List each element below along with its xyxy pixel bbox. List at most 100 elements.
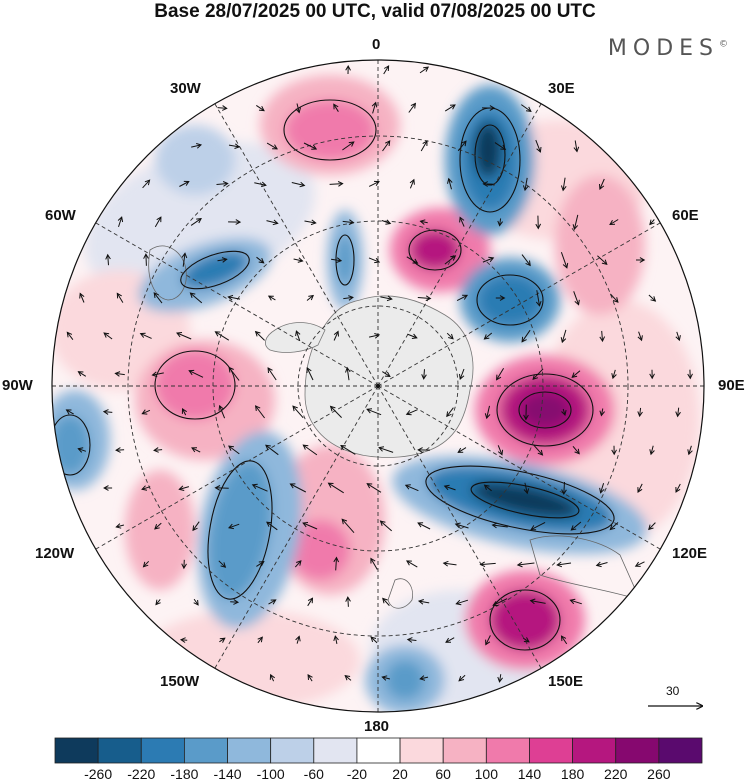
wind-vector (228, 367, 240, 381)
wind-vector (296, 103, 300, 113)
wind-vector-head (348, 141, 355, 147)
wind-vector (331, 258, 342, 262)
wind-vector-head (530, 525, 537, 531)
wind-vector-head (336, 257, 343, 263)
wind-vector-head (496, 374, 502, 381)
wind-vector (496, 368, 505, 380)
wind-vector-head (103, 485, 109, 491)
wind-vector-head (523, 414, 529, 421)
wind-vector (154, 449, 163, 451)
wind-vector-head (306, 367, 312, 374)
wind-vector (419, 66, 429, 74)
wind-vector (530, 521, 546, 531)
wind-vector (342, 220, 354, 224)
wind-vector (79, 293, 85, 303)
wind-vector (153, 292, 163, 304)
wind-vector-head (406, 560, 412, 566)
wind-vector-head (196, 143, 203, 149)
wind-vector-head (536, 146, 542, 153)
wind-vector-head (560, 635, 567, 642)
wind-vector-head (634, 561, 641, 567)
wind-vector (254, 182, 267, 186)
wind-vector-head (117, 216, 124, 223)
wind-vector (366, 483, 382, 493)
wind-vector-head (561, 409, 567, 416)
wind-vector-head (649, 373, 655, 380)
wind-vector-head (333, 330, 339, 337)
wind-vector-head (459, 373, 465, 380)
colorbar-tick-label: -180 (170, 766, 199, 782)
wind-vector (420, 140, 428, 152)
wind-vector-head (373, 180, 380, 186)
wind-vector-head (521, 336, 527, 343)
colorbar-tick-label: -220 (127, 766, 156, 782)
wind-vector (561, 635, 568, 645)
wind-vector (688, 445, 692, 455)
wind-vector-head (535, 300, 542, 307)
wind-vector-head (374, 257, 381, 264)
wind-vector-head (479, 561, 486, 568)
wind-vector (252, 484, 268, 492)
wind-vector-head (482, 181, 489, 187)
wind-vector-head (192, 525, 198, 532)
wind-vector (103, 332, 113, 340)
wind-vector (482, 257, 494, 263)
wind-vector-head (196, 218, 202, 224)
wind-vector (180, 639, 188, 641)
wind-vector-head (258, 561, 265, 567)
wind-vector-head (417, 447, 423, 453)
wind-vector-head (639, 257, 646, 263)
wind-vector (103, 411, 113, 413)
wind-vector-head (221, 257, 228, 263)
wind-vector-head (445, 637, 451, 643)
wind-vector (335, 557, 337, 571)
wind-vector-head (234, 143, 241, 149)
wind-vector-head (292, 405, 298, 412)
wind-vector-head (219, 637, 226, 643)
wind-vector-head (443, 484, 450, 491)
wind-vector-head (116, 292, 122, 299)
wind-vector-head (378, 446, 385, 452)
wind-vector (492, 524, 508, 528)
wind-vector (256, 561, 265, 567)
wind-vector (676, 331, 680, 341)
wind-vector (562, 177, 566, 191)
wind-vector-head (188, 369, 195, 376)
wind-vector (306, 295, 314, 301)
wind-vector-head (537, 449, 544, 456)
wind-vector-head (260, 181, 267, 188)
wind-vector (218, 560, 226, 568)
wind-vector (368, 257, 380, 263)
wind-vector (480, 562, 496, 566)
wind-vector-head (307, 674, 313, 680)
wind-vector (443, 562, 457, 566)
wind-vector (597, 255, 608, 265)
anomaly-field (52, 60, 704, 712)
wind-vector (638, 331, 643, 341)
wind-vector-head (535, 223, 542, 230)
wind-vector-head (302, 444, 309, 450)
wind-vector-head (523, 637, 530, 643)
wind-vector-head (235, 219, 242, 225)
wind-vector (524, 177, 528, 191)
wind-vector (406, 560, 418, 568)
wind-vector (266, 521, 278, 531)
wind-vector-head (599, 183, 605, 190)
wind-vector-head (345, 366, 351, 373)
wind-vector (420, 676, 429, 680)
wind-vector (115, 372, 125, 376)
wind-vector (257, 636, 263, 644)
wind-vector (342, 141, 355, 151)
wind-vector-head (454, 522, 461, 528)
wind-vector-head (115, 523, 122, 529)
wind-vector-head (404, 484, 411, 490)
wind-vector-head (687, 373, 693, 380)
wind-vector-head (348, 219, 355, 225)
wind-vector (341, 518, 355, 534)
wind-vector-head (687, 449, 693, 456)
wind-vector (340, 445, 356, 455)
wind-vector (536, 290, 540, 306)
wind-vector (484, 484, 492, 492)
wind-vector-head (176, 332, 183, 338)
